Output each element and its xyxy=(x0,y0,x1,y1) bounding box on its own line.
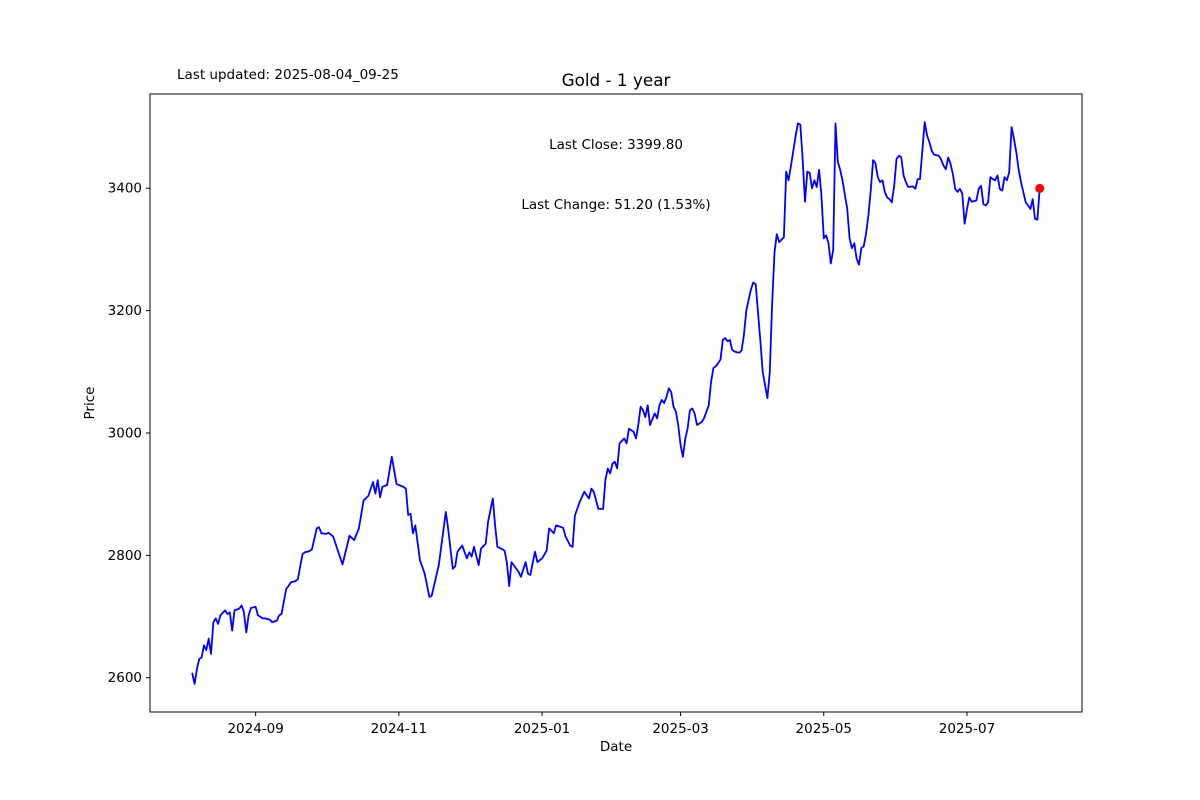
last-close-marker xyxy=(1035,183,1045,193)
chart-title: Gold - 1 year xyxy=(561,70,671,90)
last-updated-label: Last updated: 2025-08-04_09-25 xyxy=(177,67,399,83)
y-tick-label: 3400 xyxy=(108,181,142,197)
y-axis-label: Price xyxy=(82,386,98,420)
x-tick-label: 2025-07 xyxy=(939,721,995,737)
y-tick-label: 2600 xyxy=(108,670,142,686)
x-axis-label: Date xyxy=(599,739,633,755)
plot-frame xyxy=(149,93,1083,713)
x-tick-label: 2025-05 xyxy=(796,721,852,737)
y-tick-label: 3000 xyxy=(108,425,142,441)
last-close-line: Last Close: 3399.80 xyxy=(549,137,683,153)
y-tick-label: 3200 xyxy=(108,303,142,319)
price-line xyxy=(191,121,1041,685)
x-tick-label: 2024-09 xyxy=(227,721,283,737)
last-change-line: Last Change: 51.20 (1.53%) xyxy=(521,197,711,213)
x-tick-label: 2024-11 xyxy=(371,721,427,737)
x-tick-label: 2025-03 xyxy=(652,721,708,737)
x-tick-label: 2025-01 xyxy=(514,721,570,737)
y-tick-label: 2800 xyxy=(108,548,142,564)
last-close-annotation: Last Close: 3399.80 Last Change: 51.20 (… xyxy=(521,95,710,255)
